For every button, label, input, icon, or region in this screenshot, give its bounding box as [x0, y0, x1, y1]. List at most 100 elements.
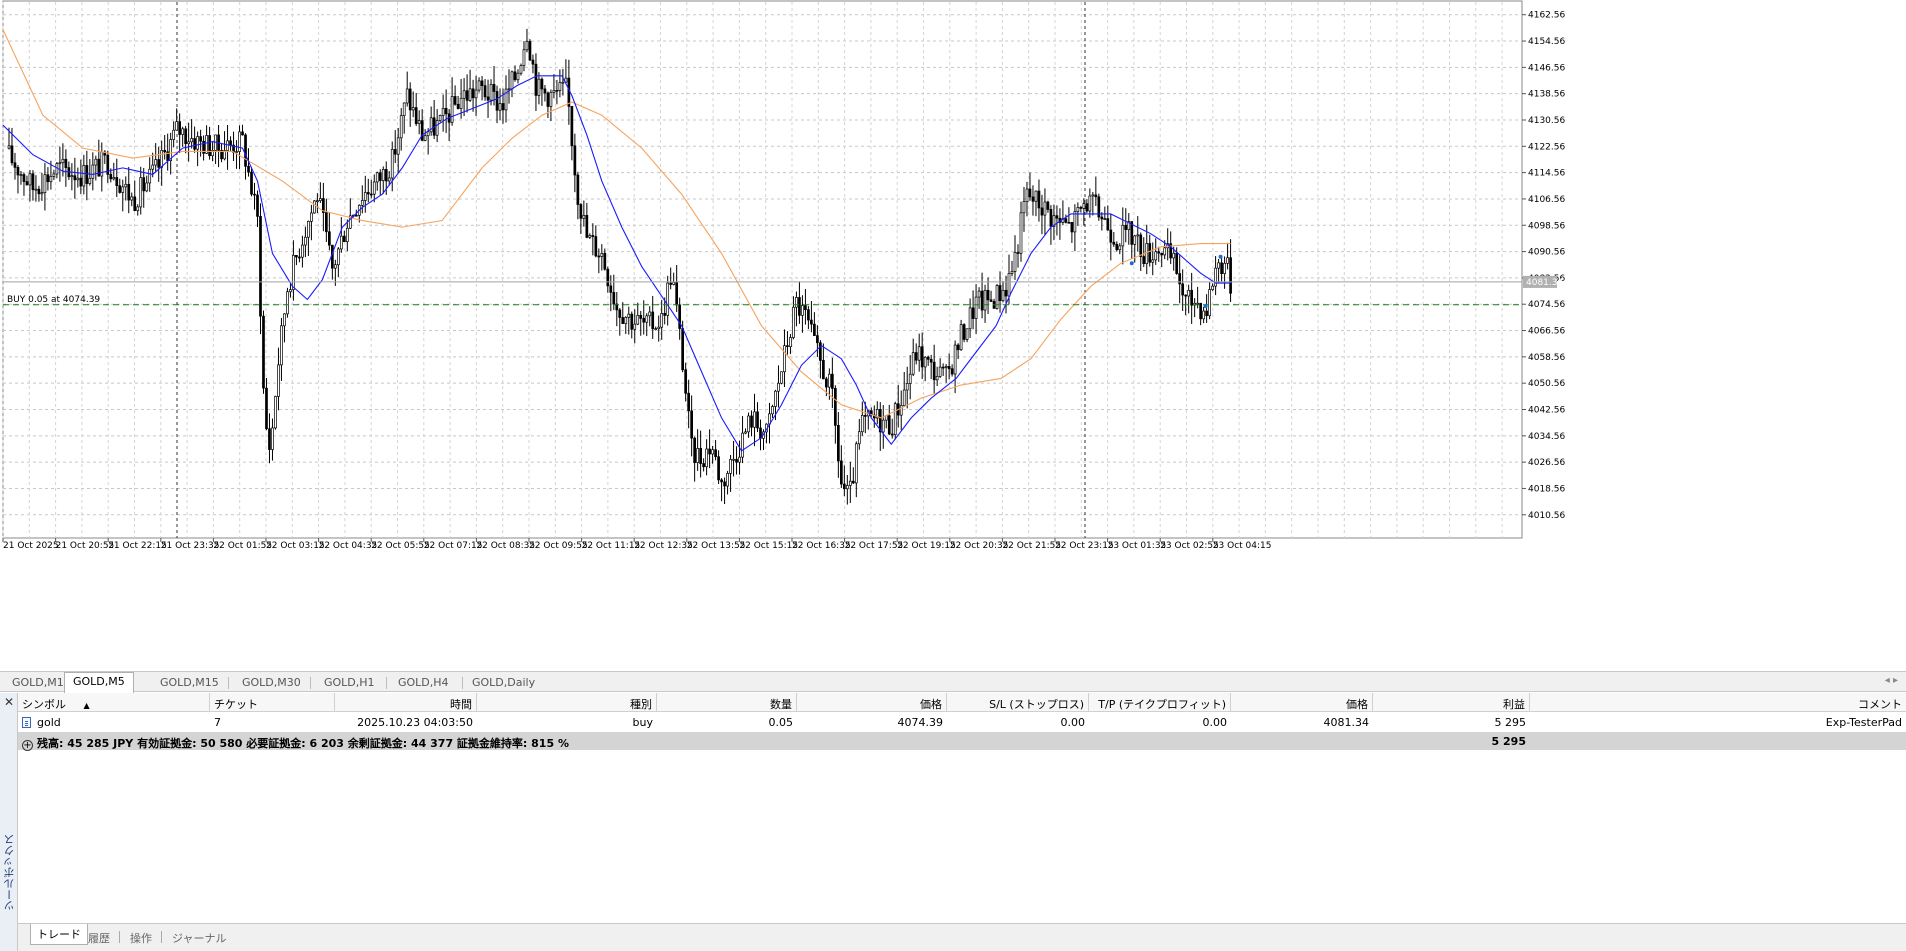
candle-body — [801, 305, 804, 316]
candle-body — [678, 304, 682, 329]
price-chart[interactable]: 4162.56 4154.56 4146.56 4138.56 4130.56 4122.… — [0, 0, 1906, 670]
candle-body — [630, 313, 634, 330]
candle-body — [959, 324, 963, 351]
y-tick-label: 4106.56 — [1528, 195, 1565, 205]
candle-body — [585, 215, 589, 238]
chart-tab-gold-m15[interactable]: GOLD,M15 — [160, 676, 219, 689]
candle-body — [253, 193, 256, 196]
candle-body — [79, 177, 83, 187]
candle-body — [381, 169, 385, 181]
candle-body — [744, 431, 747, 434]
x-tick-label: 22 Oct 12:35 — [634, 541, 693, 551]
trade-arrow-marker — [1129, 261, 1134, 266]
candle-body — [980, 290, 984, 311]
candle-body — [43, 174, 47, 193]
candle-body — [507, 88, 511, 91]
candle-body — [588, 235, 592, 238]
chart-tab-gold-m5[interactable]: GOLD,M5 — [64, 672, 134, 693]
candle-body — [244, 134, 247, 167]
candle-body — [944, 366, 948, 368]
column-header-price-open[interactable]: 価格 — [797, 693, 947, 712]
chart-tab-gold-h4[interactable]: GOLD,H4 — [398, 676, 449, 689]
column-header-profit[interactable]: 利益 — [1373, 693, 1530, 712]
candle-body — [1130, 221, 1134, 245]
tab-scroll-arrows[interactable]: ◂ ▸ — [1884, 675, 1898, 686]
candle-body — [477, 80, 481, 91]
account-summary-row[interactable]: + 残高: 45 285 JPY 有効証拠金: 50 580 必要証拠金: 6 2… — [18, 732, 1906, 751]
summary-profit: 5 295 — [1491, 735, 1526, 748]
buy-order-label: BUY 0.05 at 4074.39 — [7, 295, 100, 305]
table-row[interactable]: gold 7 2025.10.23 04:03:50 buy 0.05 4074… — [18, 713, 1906, 731]
tab-operations[interactable]: 操作 — [130, 932, 152, 945]
column-header-tp[interactable]: T/P (テイクプロフィット) — [1089, 693, 1231, 712]
chart-tab-gold-m30[interactable]: GOLD,M30 — [242, 676, 301, 689]
tab-separator — [310, 677, 311, 689]
candle-body — [947, 366, 951, 370]
chart-tab-gold-daily[interactable]: GOLD,Daily — [472, 676, 536, 689]
tab-journal[interactable]: ジャーナル — [172, 932, 227, 945]
candle-body — [1217, 262, 1220, 269]
candle-body — [711, 449, 714, 455]
x-tick-label: 22 Oct 15:15 — [739, 541, 798, 551]
candle-body — [241, 131, 244, 136]
candle-body — [663, 313, 667, 316]
candle-body — [441, 107, 445, 116]
candle-body — [256, 194, 259, 217]
candle-body — [384, 169, 388, 182]
cell-ticket: 7 — [214, 716, 221, 729]
candle-body — [854, 443, 858, 484]
candle-body — [875, 409, 879, 419]
candle-body — [148, 168, 152, 184]
candle-body — [848, 480, 852, 486]
column-header-sl[interactable]: S/L (ストップロス) — [947, 693, 1089, 712]
candle-body — [16, 167, 20, 176]
candle-body — [1133, 235, 1137, 245]
candle-body — [771, 406, 774, 415]
candle-body — [660, 313, 664, 328]
candle-body — [1190, 289, 1194, 306]
candle-body — [423, 135, 427, 141]
candle-body — [648, 311, 652, 317]
candle-body — [187, 141, 190, 145]
candle-body — [417, 120, 421, 124]
toolbox-tabs-bar: トレード 履歴 操作 ジャーナル — [18, 923, 1906, 951]
candle-body — [804, 305, 807, 311]
ma-fast-line — [2, 75, 1231, 452]
candle-body — [133, 196, 137, 211]
column-header-volume[interactable]: 数量 — [657, 693, 797, 712]
column-header-time[interactable]: 時間 — [335, 693, 477, 712]
candle-body — [558, 82, 562, 91]
candle-body — [732, 458, 735, 461]
tab-history[interactable]: 履歴 — [88, 932, 110, 945]
candle-body — [1169, 243, 1173, 259]
candle-body — [1142, 256, 1146, 264]
y-tick-label: 4042.56 — [1528, 405, 1565, 415]
column-header-ticket[interactable]: チケット — [210, 693, 335, 712]
y-tick-label: 4026.56 — [1528, 458, 1565, 468]
candle-body — [1016, 252, 1020, 254]
tab-trade[interactable]: トレード — [30, 924, 88, 945]
candle-body — [1148, 243, 1152, 263]
expand-plus-icon[interactable]: + — [22, 740, 33, 751]
column-header-comment[interactable]: コメント — [1858, 698, 1902, 711]
x-tick-label: 22 Oct 09:55 — [529, 541, 588, 551]
candle-body — [223, 150, 226, 160]
column-header-symbol[interactable]: シンボル ▲ — [18, 693, 210, 712]
candle-body — [459, 97, 463, 109]
candle-body — [792, 306, 795, 338]
chart-tab-gold-h1[interactable]: GOLD,H1 — [324, 676, 375, 689]
price-chart-svg[interactable]: 4162.56 4154.56 4146.56 4138.56 4130.56 4122.… — [0, 0, 1906, 670]
candle-body — [612, 292, 616, 305]
y-tick-label: 4090.56 — [1528, 248, 1565, 258]
candle-body — [627, 313, 631, 318]
close-icon[interactable]: ✕ — [4, 695, 15, 709]
column-header-price-current[interactable]: 価格 — [1231, 693, 1373, 712]
candle-body — [85, 165, 89, 184]
candle-body — [714, 449, 717, 458]
candle-body — [121, 186, 125, 193]
column-header-type[interactable]: 種別 — [477, 693, 657, 712]
chart-tab-gold-m1[interactable]: GOLD,M1 — [12, 676, 64, 689]
x-tick-label: 21 Oct 2025 — [3, 541, 59, 551]
x-tick-label: 22 Oct 17:55 — [845, 541, 904, 551]
candle-body — [498, 103, 502, 111]
